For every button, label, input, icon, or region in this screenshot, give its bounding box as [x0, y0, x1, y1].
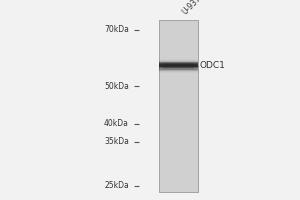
Bar — [163, 65, 194, 66]
Bar — [163, 63, 194, 64]
Bar — [159, 60, 198, 61]
Bar — [163, 61, 194, 62]
Text: 70kDa: 70kDa — [104, 25, 129, 34]
Bar — [163, 69, 194, 70]
Bar — [163, 63, 194, 64]
Bar — [159, 72, 198, 73]
Bar — [159, 64, 198, 65]
Bar — [163, 62, 194, 63]
Bar — [159, 66, 198, 67]
Bar — [159, 71, 198, 72]
Bar — [159, 61, 198, 62]
Bar — [163, 64, 194, 65]
Bar — [163, 69, 194, 70]
Bar — [159, 68, 198, 69]
Bar — [163, 70, 194, 71]
Text: 40kDa: 40kDa — [104, 119, 129, 129]
Bar — [163, 65, 194, 66]
Bar — [159, 65, 198, 66]
Bar — [159, 70, 198, 71]
Bar — [159, 70, 198, 71]
Bar — [163, 70, 194, 71]
Text: U-937: U-937 — [180, 0, 203, 16]
Bar — [163, 66, 194, 67]
Bar — [163, 68, 194, 69]
Bar — [159, 62, 198, 63]
Bar — [163, 67, 194, 68]
Bar — [159, 67, 198, 68]
Bar — [159, 65, 198, 66]
Bar — [159, 63, 198, 64]
Bar — [159, 66, 198, 67]
Text: 50kDa: 50kDa — [104, 82, 129, 90]
Text: 25kDa: 25kDa — [104, 182, 129, 190]
Bar — [163, 61, 194, 62]
Bar — [159, 71, 198, 72]
Bar — [159, 72, 198, 73]
Bar — [159, 63, 198, 64]
Bar — [159, 69, 198, 70]
Bar — [159, 69, 198, 70]
Bar — [163, 62, 194, 63]
Text: ODC1: ODC1 — [200, 62, 225, 71]
Bar — [163, 68, 194, 69]
Bar — [163, 64, 194, 65]
Bar — [159, 59, 198, 60]
Bar — [159, 20, 198, 192]
Text: 35kDa: 35kDa — [104, 138, 129, 146]
Bar — [159, 64, 198, 65]
